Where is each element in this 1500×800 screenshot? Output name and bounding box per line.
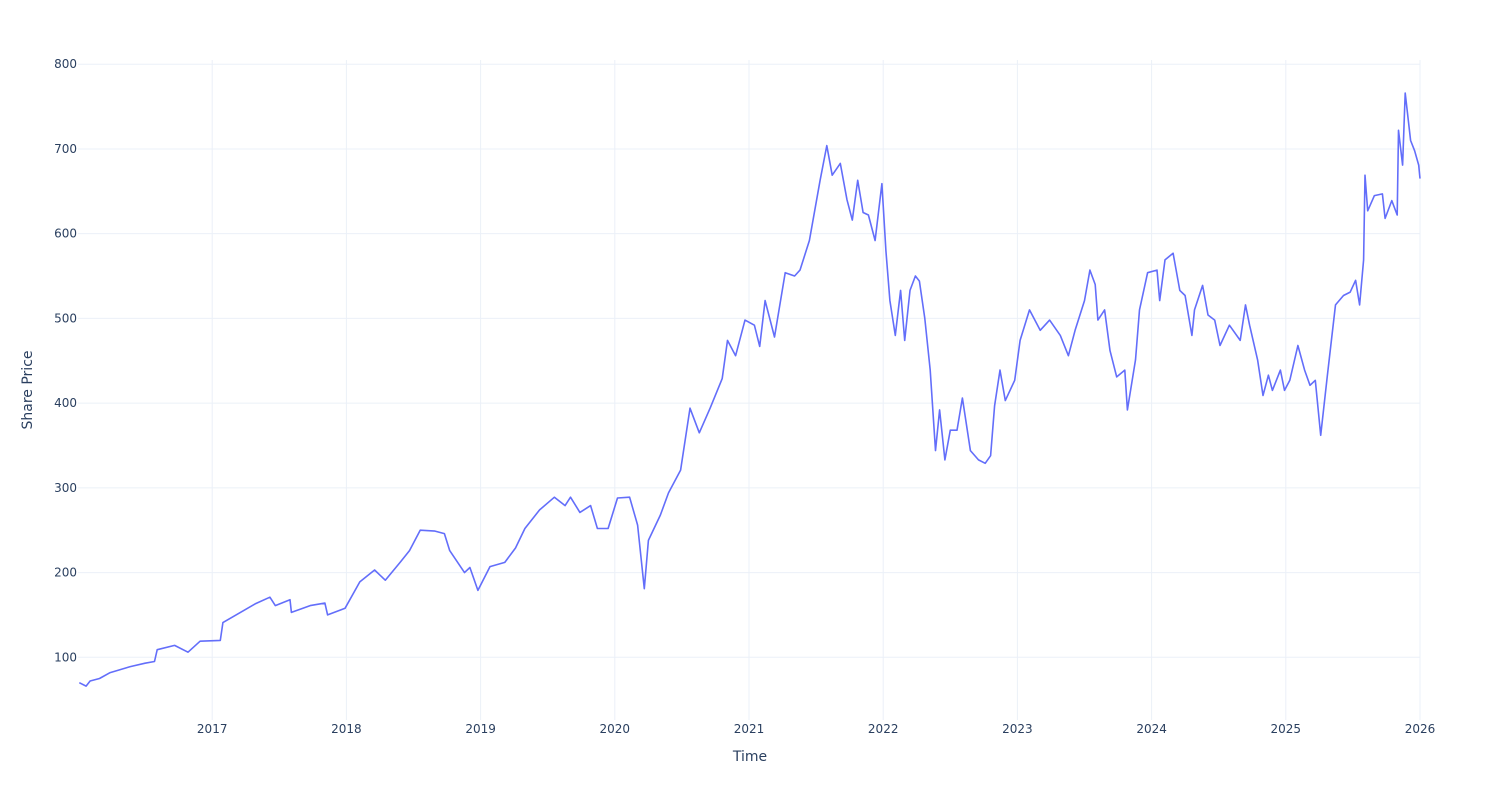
x-tick-label: 2020 [600,722,631,736]
gridlines [78,60,1421,720]
y-tick-label: 500 [54,311,77,325]
y-tick-label: 200 [54,566,77,580]
x-axis-title: Time [732,749,767,765]
y-tick-label: 800 [54,57,77,71]
x-tick-label: 2021 [734,722,765,736]
x-tick-label: 2025 [1271,722,1302,736]
y-tick-label: 400 [54,396,77,410]
series-layer [78,92,1421,687]
x-tick-label: 2023 [1002,722,1033,736]
y-tick-label: 300 [54,481,77,495]
x-tick-label: 2022 [868,722,899,736]
y-axis-title: Share Price [20,350,36,429]
x-tick-label: 2024 [1136,722,1167,736]
tick-labels: 2017 2018 2019 2020 2021 2022 2023 2024 2025 2026… [54,57,1435,736]
y-tick-label: 100 [54,650,77,664]
x-tick-label: 2026 [1405,722,1436,736]
y-tick-label: 700 [54,142,77,156]
x-tick-label: 2018 [331,722,362,736]
share-price-line [78,92,1421,687]
x-tick-label: 2019 [465,722,496,736]
y-tick-label: 600 [54,227,77,241]
x-tick-label: 2017 [197,722,228,736]
